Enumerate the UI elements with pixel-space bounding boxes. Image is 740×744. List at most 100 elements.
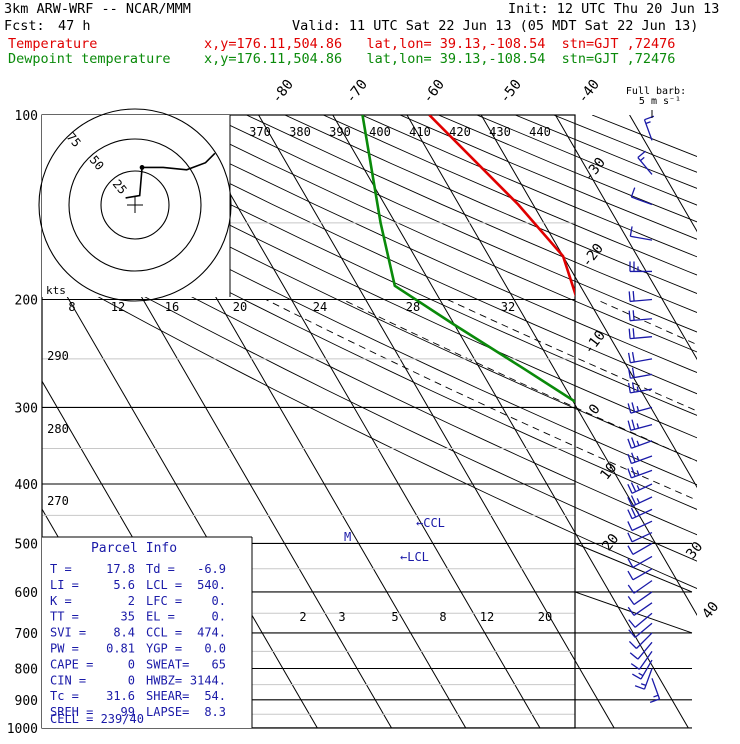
wind-barb-flag — [629, 329, 630, 339]
moist-adiabat-label: 20 — [233, 300, 247, 314]
temperature-tick-label: 10 — [597, 460, 620, 483]
wind-barb-flag — [628, 484, 632, 493]
frame-diagonal — [575, 592, 692, 633]
temperature-tick-label: -70 — [343, 77, 371, 107]
parcel-field-value: 0 — [128, 657, 135, 671]
isotherm-line — [630, 115, 740, 728]
wind-barb-flag — [632, 420, 635, 430]
wind-barb-shaft — [632, 521, 652, 530]
valid-time: Valid: 11 UTC Sat 22 Jun 13 (05 MDT Sat … — [292, 19, 698, 34]
hodograph-unit-label: kts — [46, 284, 66, 297]
theta-label: 410 — [409, 125, 431, 139]
wind-barb-flag — [635, 686, 644, 689]
temperature-tick-label: 30 — [683, 539, 706, 562]
wind-barb-flag — [629, 641, 636, 648]
pressure-tick-label: 1000 — [7, 722, 38, 737]
wind-barb-flag — [629, 368, 631, 378]
parcel-field-label: Td = — [146, 562, 175, 576]
parcel-cell-motion: CELL = 239/40 — [50, 712, 144, 726]
wind-barb-flag — [628, 521, 632, 530]
parcel-field-value: 0.81 — [106, 642, 135, 656]
moist-adiabat-label: 16 — [165, 300, 179, 314]
pressure-tick-label: 200 — [15, 294, 38, 309]
temperature-tick-label: -40 — [575, 77, 603, 107]
isotherm-line — [259, 115, 614, 728]
temperature-tick-label: 40 — [699, 599, 722, 622]
moist-adiabat-line — [596, 300, 740, 728]
pressure-tick-label: 300 — [15, 401, 38, 416]
wind-barb-half-flag — [639, 673, 643, 676]
dry-adiabat-line — [400, 115, 740, 728]
wind-barb-half-flag — [637, 406, 638, 411]
theta-label: 290 — [47, 349, 69, 363]
dry-adiabat-line — [439, 115, 740, 728]
wind-barb-flag — [629, 353, 631, 363]
moist-adiabat-label: 8 — [68, 300, 75, 314]
parcel-field-value: 8.4 — [113, 626, 135, 640]
wind-barb-half-flag — [637, 485, 639, 490]
parcel-field-value: 0.0 — [204, 642, 226, 656]
dry-adiabat-line — [592, 115, 740, 728]
wind-barb-half-flag — [637, 441, 639, 446]
wind-barb-shaft — [631, 197, 652, 205]
parcel-field-label: K = — [50, 594, 72, 608]
wind-barb-flag — [628, 546, 633, 555]
dry-adiabat-line — [554, 115, 740, 728]
wind-barb-flag — [628, 468, 631, 477]
parcel-field-label: TT = — [50, 610, 79, 624]
parcel-field-value: 0. — [212, 610, 226, 624]
parcel-field-value: 35 — [121, 610, 135, 624]
wind-barb-shaft — [633, 543, 652, 554]
wind-barb-flag — [628, 403, 631, 413]
temperature-tick-label: 20 — [599, 531, 622, 554]
wind-barb-shaft — [634, 581, 652, 594]
parcel-field-value: -6.9 — [197, 562, 226, 576]
theta-label: 390 — [329, 125, 351, 139]
moist-adiabat-line — [343, 300, 740, 728]
pressure-tick-label: 400 — [15, 478, 38, 493]
parcel-field-value: 65 — [212, 657, 226, 671]
temperature-legend-label: Temperature — [8, 37, 97, 52]
temperature-tick-label: -60 — [420, 77, 448, 107]
parcel-field-label: CAPE = — [50, 657, 93, 671]
parcel-field-label: CIN = — [50, 673, 86, 687]
forecast-hour: 47 h — [58, 19, 91, 34]
wind-barb-shaft — [636, 633, 652, 649]
parcel-field-label: LAPSE= — [146, 705, 189, 719]
isotherm-line — [704, 115, 740, 728]
dry-adiabat-line — [170, 115, 740, 728]
parcel-field-label: SHEAR= — [146, 689, 189, 703]
wind-barb-half-flag — [637, 498, 639, 503]
hodograph-storm-dot — [140, 165, 145, 170]
wind-barb-flag — [628, 533, 632, 542]
wind-barb-flag — [633, 291, 634, 301]
wind-barb-shaft — [634, 592, 652, 605]
wind-barb-flag — [628, 510, 632, 519]
mixing-ratio-label: 2 — [299, 610, 306, 624]
wind-barb-flag — [633, 310, 634, 320]
wind-barb-shaft — [634, 603, 652, 616]
wind-barb-flag — [628, 571, 633, 580]
dry-adiabat-line — [515, 115, 740, 728]
temperature-tick-label: -20 — [579, 241, 607, 271]
mixing-ratio-label: 20 — [538, 610, 552, 624]
temperature-station-info: x,y=176.11,504.86 lat,lon= 39.13,-108.54… — [204, 37, 675, 52]
wind-barb-flag — [631, 508, 635, 517]
parcel-field-value: 0. — [212, 594, 226, 608]
parcel-field-value: 0 — [128, 673, 135, 687]
isotherm-line — [555, 115, 740, 728]
parcel-field-label: LCL = — [146, 578, 182, 592]
parcel-field-value: 31.6 — [106, 689, 135, 703]
mixing-ratio-label: 12 — [480, 610, 494, 624]
lcl-annotation: ←LCL — [400, 550, 429, 564]
wind-barb-flag — [631, 483, 635, 492]
parcel-field-label: PW = — [50, 642, 79, 656]
wind-barb-flag — [633, 352, 635, 362]
wind-barb-flag — [638, 151, 646, 157]
parcel-field-label: SVI = — [50, 626, 86, 640]
parcel-field-label: LFC = — [146, 594, 182, 608]
parcel-field-label: T = — [50, 562, 72, 576]
moist-adiabat-label: 32 — [501, 300, 515, 314]
pressure-tick-label: 100 — [15, 109, 38, 124]
